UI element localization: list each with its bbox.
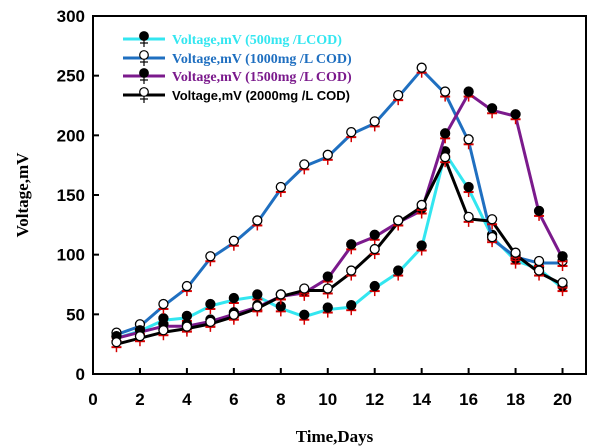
data-point [322, 302, 333, 318]
data-point [111, 337, 122, 353]
data-point [299, 309, 310, 325]
data-point [322, 271, 333, 287]
data-point [134, 331, 146, 347]
data-point [439, 152, 451, 168]
data-point [346, 239, 357, 255]
data-point [463, 211, 474, 227]
data-point [252, 215, 263, 231]
data-point [393, 215, 404, 231]
data-point [486, 214, 498, 230]
data-point [510, 109, 521, 125]
x-tick-label: 20 [553, 390, 572, 409]
legend-label: Voltage,mV (2000mg /L COD) [172, 88, 350, 103]
data-point [393, 89, 404, 106]
data-point [557, 277, 568, 293]
data-point [439, 128, 451, 144]
x-tick-label: 18 [506, 390, 525, 409]
legend: Voltage,mV (500mg /LCOD) Voltage,mV (1000… [123, 31, 352, 103]
legend-marker [139, 31, 149, 41]
data-point [439, 86, 451, 102]
series-4 [111, 152, 568, 353]
legend-label: Voltage,mV (1500mg /L COD) [172, 70, 352, 85]
data-point [205, 251, 216, 267]
y-tick-label: 300 [57, 7, 85, 26]
y-tick-label: 50 [66, 305, 85, 324]
y-tick-label: 250 [57, 67, 85, 86]
data-point [486, 103, 498, 119]
data-point [205, 316, 216, 332]
data-point [533, 265, 545, 281]
data-point [252, 301, 263, 317]
x-tick-label: 6 [229, 390, 238, 409]
data-point [252, 289, 263, 305]
x-tick-label: 16 [459, 390, 478, 409]
data-point [533, 205, 545, 221]
legend-entry-3: Voltage,mV (1500mg /L COD) [123, 68, 352, 85]
data-point [322, 283, 333, 299]
data-point [299, 159, 310, 175]
x-tick-label: 8 [276, 390, 285, 409]
data-point [463, 134, 474, 150]
data-point [346, 300, 357, 316]
data-point [299, 283, 310, 299]
data-point [181, 280, 193, 297]
data-point [369, 229, 380, 245]
data-point [158, 325, 169, 341]
data-point [369, 280, 380, 297]
x-tick-label: 12 [365, 390, 384, 409]
data-point [416, 199, 427, 215]
x-tick-label: 4 [182, 390, 192, 409]
legend-label: Voltage,mV (1000mg /L COD) [172, 52, 352, 67]
data-point [463, 181, 474, 198]
data-point [393, 265, 404, 281]
data-point [228, 292, 240, 309]
axis-layer: 0 50 100 150 200 250 300 0 2 4 6 8 10 12 14 16 18 20 Time,… [13, 7, 587, 446]
data-point [228, 235, 240, 251]
data-point [346, 126, 357, 143]
data-point [346, 265, 357, 281]
data-point [205, 298, 216, 314]
x-axis-title: Time,Days [296, 427, 374, 446]
data-point [158, 298, 169, 314]
data-point [322, 149, 333, 165]
data-point [369, 116, 380, 132]
data-point [369, 243, 380, 260]
data-point [510, 247, 521, 263]
legend-marker [139, 50, 149, 60]
y-tick-label: 200 [57, 126, 85, 145]
series-2 [111, 62, 568, 343]
legend-entry-2: Voltage,mV (1000mg /L COD) [123, 50, 352, 67]
data-point [181, 321, 193, 337]
legend-entry-4: Voltage,mV (2000mg /L COD) [123, 87, 350, 103]
legend-label: Voltage,mV (500mg /LCOD) [172, 33, 342, 48]
y-tick-label: 100 [57, 246, 85, 265]
data-point [486, 232, 498, 248]
x-tick-label: 10 [318, 390, 337, 409]
series-line [114, 151, 565, 340]
data-point [228, 309, 240, 325]
y-tick-label: 0 [76, 365, 85, 384]
data-point [416, 240, 427, 256]
data-point [416, 62, 427, 78]
x-tick-label: 14 [412, 390, 431, 409]
series-1 [111, 146, 568, 347]
x-tick-label: 0 [88, 390, 97, 409]
legend-marker [139, 68, 149, 78]
legend-entry-1: Voltage,mV (500mg /LCOD) [123, 31, 342, 48]
data-point [557, 251, 568, 267]
data-point [463, 86, 474, 102]
x-tick-label: 2 [135, 390, 144, 409]
y-axis-title: Voltage,mV [13, 152, 32, 238]
data-point [275, 181, 286, 198]
legend-marker [139, 87, 149, 97]
data-point [275, 289, 286, 305]
y-tick-label: 150 [57, 186, 85, 205]
plot-layer [111, 62, 568, 353]
